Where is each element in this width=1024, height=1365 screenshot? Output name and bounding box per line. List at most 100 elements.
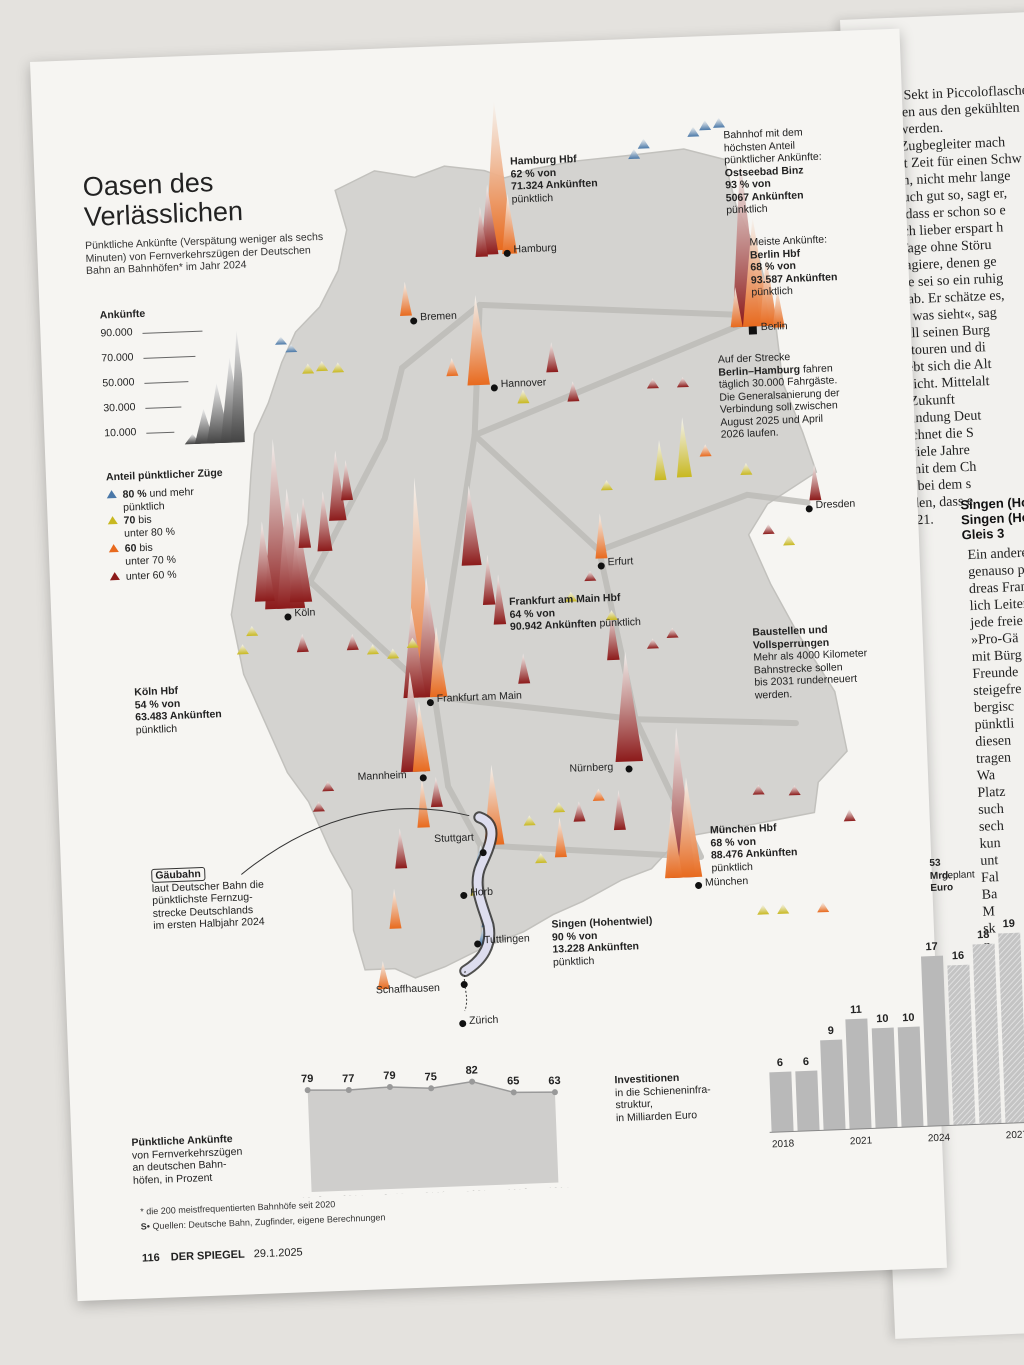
area-chart-label: Pünktliche Ankünfte von Fernverkehrszüge…	[131, 1133, 243, 1187]
legend-item-text: unter 60 %	[125, 568, 177, 583]
station-spike	[298, 497, 312, 549]
station-spike	[817, 902, 830, 913]
city-dresden: Dresden	[815, 497, 856, 512]
annotation-binz: Bahnhof mit dem höchsten Anteil pünktlic…	[723, 126, 824, 217]
legend-triangle-icon	[109, 571, 120, 581]
area-data-label: 63	[548, 1075, 561, 1087]
station-spike	[759, 255, 778, 327]
station-spike	[341, 460, 354, 501]
station-spike	[665, 807, 683, 879]
right-page-line-2: Wa	[976, 768, 996, 784]
station-spike	[254, 521, 275, 602]
station-spike	[377, 961, 390, 990]
annotation-berlin: Meiste Ankünfte: Berlin Hbf 68 % von 93.…	[749, 233, 838, 299]
area-x-tick: 2020	[465, 1189, 488, 1198]
arrivals-scale-graphic	[184, 330, 246, 445]
right-page-heading-2: Singen (Ho	[960, 509, 1024, 528]
station-spike	[646, 638, 659, 649]
station-spike	[676, 417, 692, 478]
station-spike	[346, 634, 359, 651]
right-page-line-2: bergisc	[973, 699, 1015, 716]
station-spike	[553, 802, 566, 813]
bar-chart-note-2: geplant	[941, 869, 975, 882]
station-spike	[480, 184, 499, 255]
area-fill	[307, 1081, 559, 1193]
legend-item-text: bis	[139, 541, 154, 555]
city-marker-berlin	[748, 326, 757, 335]
city-schaffhausen: Schaffhausen	[375, 981, 441, 997]
annotation-strecke-line1b: fahren	[802, 361, 833, 376]
station-spike	[246, 625, 259, 637]
station-spike	[518, 653, 531, 684]
area-point	[510, 1089, 517, 1096]
station-spike	[517, 389, 530, 404]
bar-data-label: 17	[925, 941, 938, 953]
area-data-label: 79	[383, 1070, 396, 1082]
bar-x-tick: 2024	[928, 1132, 951, 1144]
station-spike	[366, 644, 379, 655]
sources-logo-icon: S•	[140, 1221, 151, 1232]
station-spike	[777, 903, 790, 914]
right-page-line-2: Freunde	[972, 665, 1019, 683]
arrivals-scale-heading: Ankünfte	[99, 307, 146, 322]
station-spike	[713, 117, 726, 128]
legend-triangle-icon	[108, 543, 119, 553]
bar-data-label: 18	[977, 929, 990, 941]
area-point	[345, 1086, 352, 1093]
station-spike	[400, 281, 413, 316]
bar-data-label: 6	[803, 1056, 810, 1068]
annotation-frankfurt: Frankfurt am Main Hbf 64 % von 90.942 An…	[509, 591, 641, 633]
station-spike	[699, 444, 712, 457]
area-point	[551, 1089, 558, 1096]
station-spike	[275, 336, 288, 345]
station-spike	[289, 512, 313, 603]
city-erfurt: Erfurt	[607, 555, 634, 569]
legend-triangle-icon	[106, 489, 117, 499]
city-hamburg: Hamburg	[513, 241, 557, 256]
right-page-line-2: steigefre	[972, 681, 1022, 700]
station-spike	[302, 363, 315, 374]
station-spike	[502, 193, 518, 255]
station-spike	[595, 513, 608, 559]
station-spike	[461, 485, 482, 566]
city-tuttlingen: Tuttlingen	[483, 932, 530, 947]
annotation-hamburg: Hamburg Hbf 62 % von 71.324 Ankünften pü…	[510, 152, 598, 205]
station-spike	[752, 784, 765, 795]
right-page-line-2: jede freie	[970, 613, 1024, 632]
legend-item-bold: 80 %	[122, 487, 150, 501]
station-spike	[395, 828, 408, 869]
city-nuernberg: Nürnberg	[569, 761, 614, 775]
investment-bar	[947, 964, 976, 1126]
station-spike	[482, 554, 496, 606]
station-spike	[584, 570, 597, 582]
station-spike	[687, 126, 700, 137]
station-spike	[329, 450, 347, 521]
right-page-line-2: pünktli	[974, 716, 1015, 733]
footnote: * die 200 meistfrequentierten Bahnhöfe s…	[140, 1199, 336, 1217]
station-spike	[312, 801, 325, 812]
arrivals-scale-tick: 30.000	[103, 401, 136, 415]
arrivals-scale-tick: 90.000	[100, 326, 133, 340]
station-spike	[317, 491, 333, 552]
area-point	[386, 1083, 393, 1090]
investment-bar	[920, 955, 950, 1127]
investment-bar-chart: 6 6 9 11 10 10 17 16 18 19 2018 2021 2024 2027	[769, 918, 1024, 1150]
station-spike	[475, 206, 489, 258]
station-spike	[285, 344, 298, 353]
investment-bar	[972, 943, 1002, 1125]
station-spike	[783, 535, 796, 546]
bar-data-label: 19	[1002, 918, 1015, 930]
legend-item-bold: 70	[123, 514, 139, 527]
station-spike	[554, 817, 567, 858]
magazine-page: Oasen des Verlässlichen Pünktliche Ankün…	[30, 28, 1024, 1302]
city-bremen: Bremen	[419, 309, 458, 324]
investment-bar	[769, 1071, 794, 1133]
area-x-tick: 2012	[301, 1196, 324, 1199]
area-x-tick: 2014	[342, 1194, 365, 1198]
station-spike	[403, 607, 426, 699]
station-spike	[332, 362, 345, 373]
station-spike	[676, 377, 689, 388]
right-page-line-2: »Pro-Gä	[970, 631, 1019, 649]
station-spike	[740, 462, 753, 476]
